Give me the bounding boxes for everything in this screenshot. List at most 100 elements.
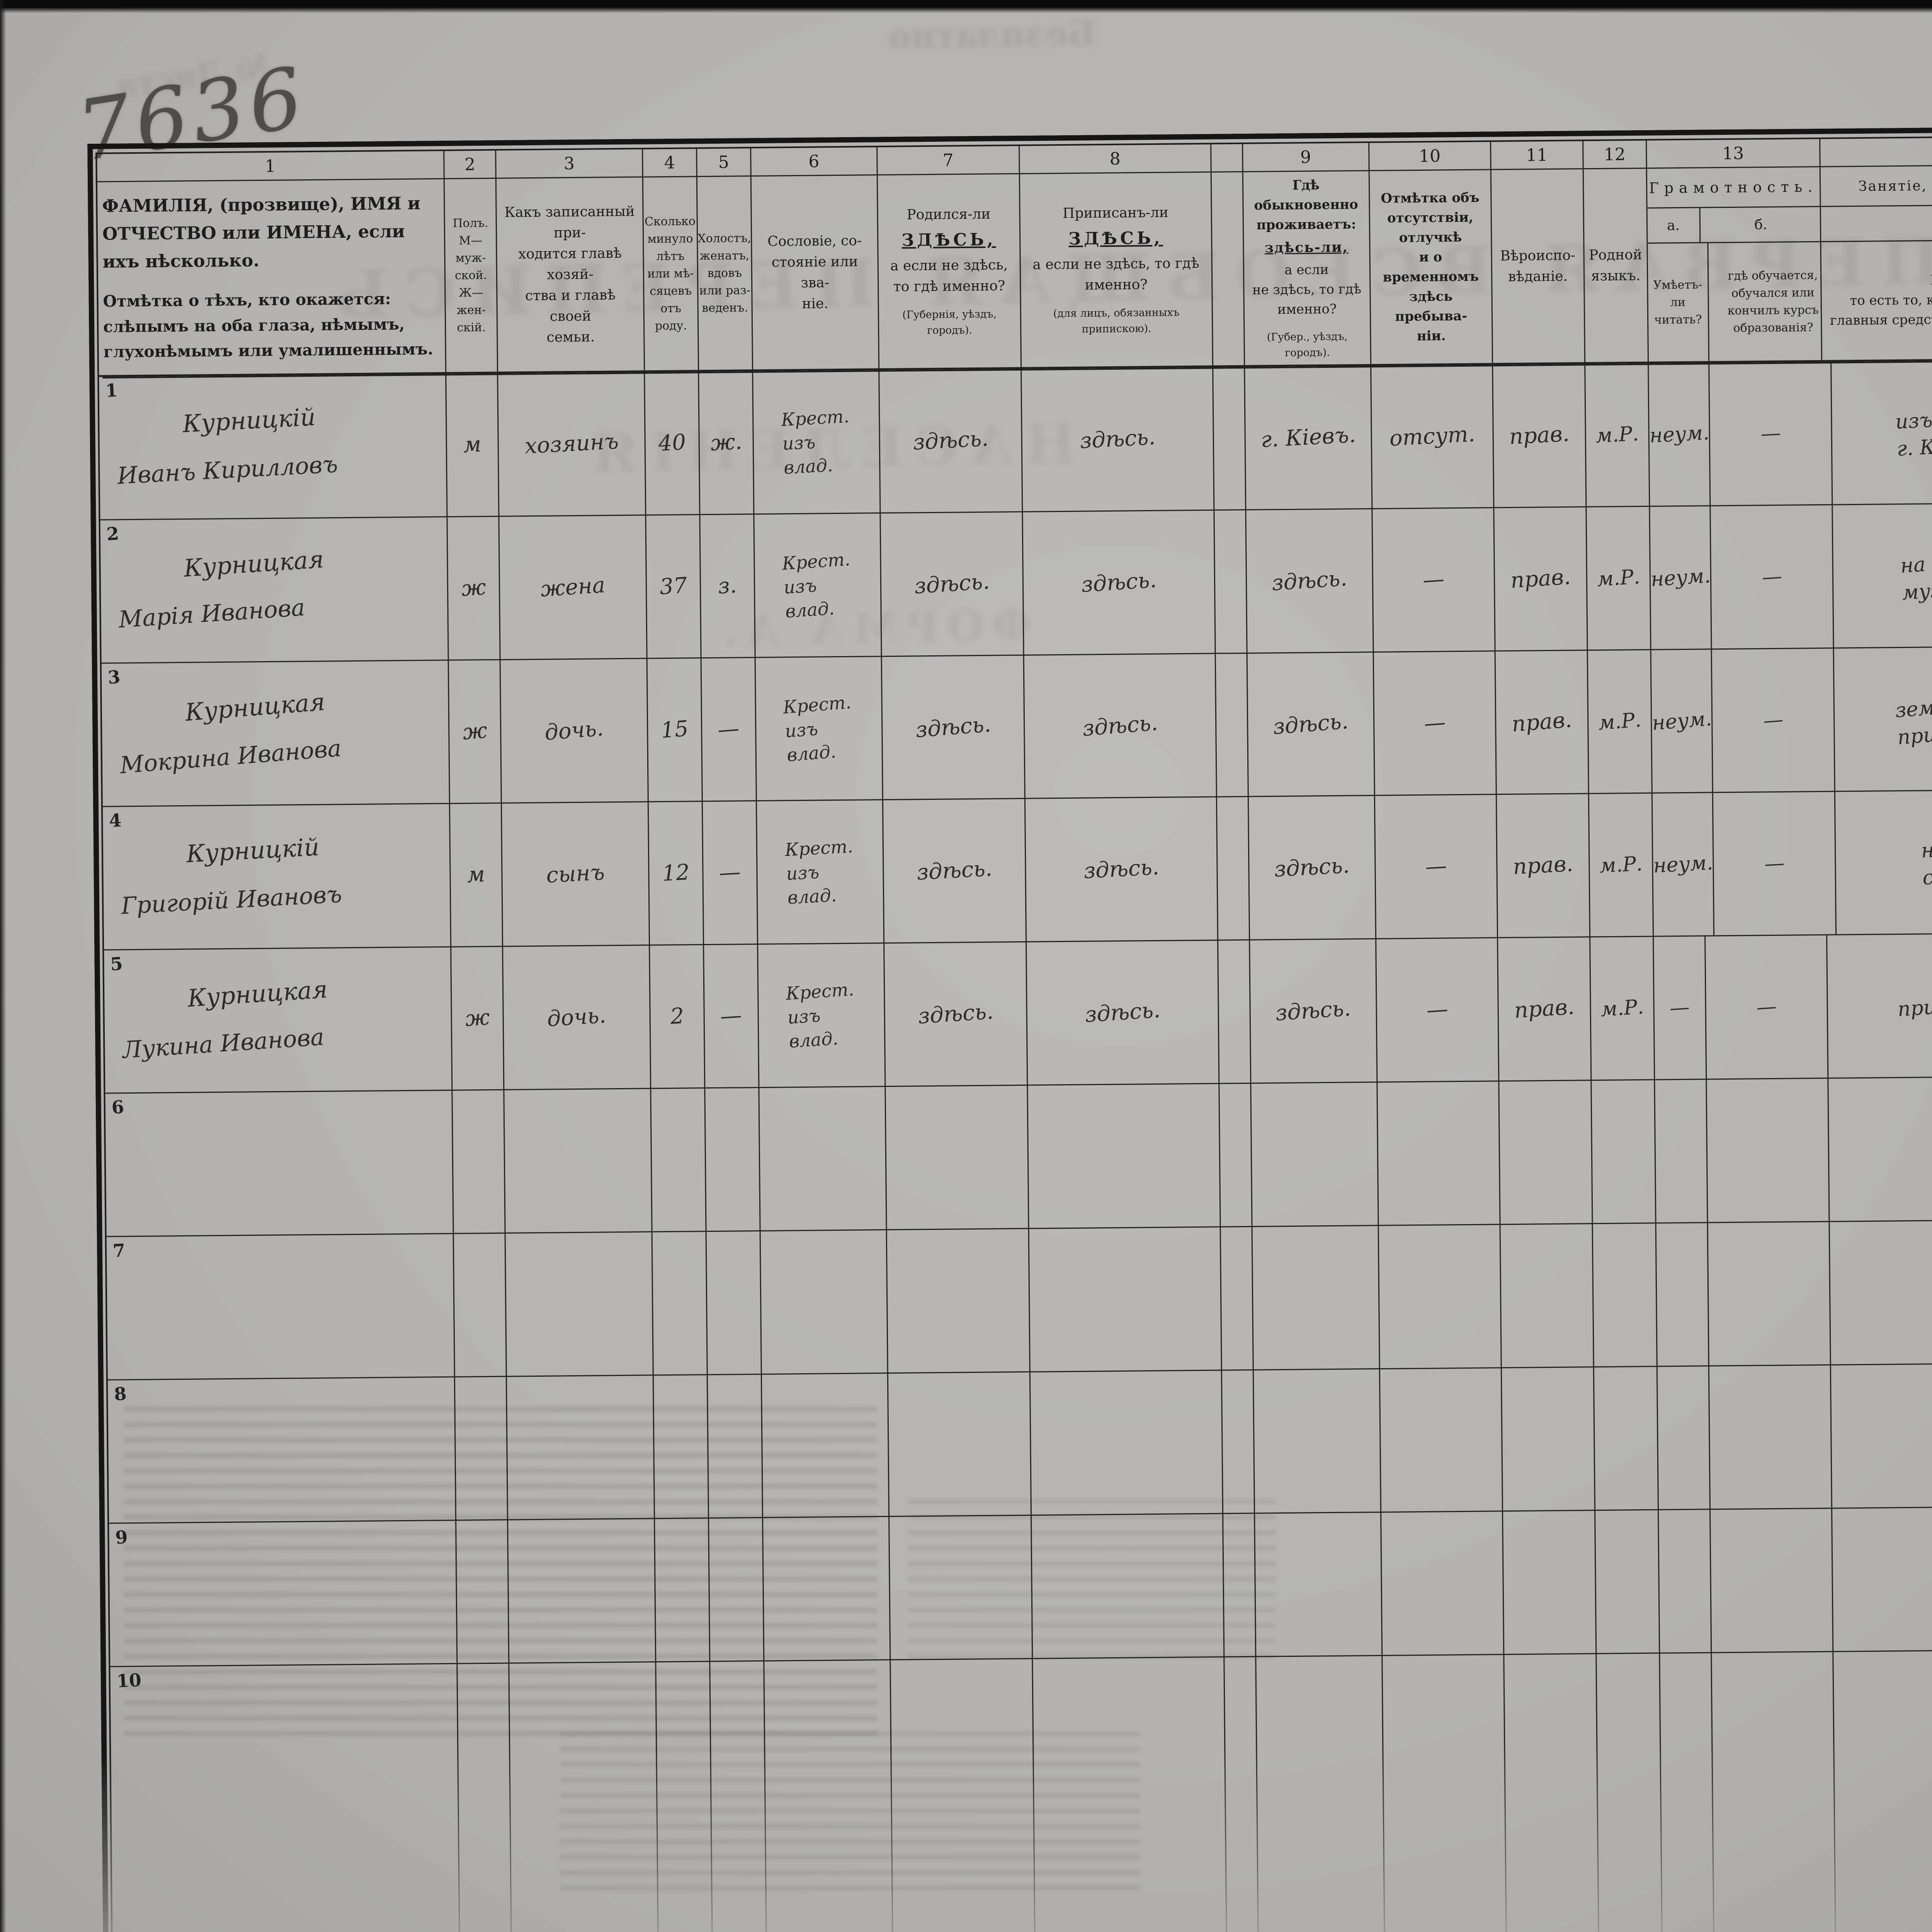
header-text: ФАМИЛІЯ, (прозвище), ИМЯ и ОТЧЕСТВО или …: [102, 193, 421, 272]
cell-marital-status: [709, 1518, 765, 1661]
table-body: 1 Курницкій Иванъ Кирилловъ м хозяинъ 40…: [99, 357, 1932, 1932]
cell-registration: [1029, 1227, 1222, 1371]
cell-relation: [507, 1376, 655, 1519]
table-header: 1 ФАМИЛІЯ, (прозвище), ИМЯ и ОТЧЕСТВО ил…: [97, 134, 1932, 377]
cell-religion: прав.: [1498, 937, 1592, 1081]
bleed-text-block: [908, 1499, 1275, 1665]
table-row: 10 1 2: [110, 1648, 1932, 1932]
header-col-11-religion: 11 Вѣроиспо- вѣданіе.: [1491, 141, 1586, 363]
cell-birthplace: [888, 1372, 1032, 1516]
cell-residence: здѣсь.: [1250, 939, 1378, 1083]
cell-residence: [1256, 1656, 1386, 1932]
header-col-5-marital: 5 Холостъ, женатъ, вдовъ или раз- веденъ…: [697, 148, 753, 370]
cell-native-language: м.Р.: [1587, 507, 1651, 650]
col-number: 4: [643, 149, 696, 178]
bleed-text-block: [124, 1406, 877, 1747]
col-number: 7: [878, 146, 1019, 176]
handwritten-given-name: Иванъ Кирилловъ: [116, 451, 338, 490]
cell-main-occupation: изъ доходовъ г. Кіева.: [1831, 359, 1932, 504]
header-col-6-estate: 6 Сословіе, со- стояніе или зва- ніе.: [751, 147, 880, 369]
cell-birthplace: здѣсь.: [881, 512, 1024, 656]
handwritten-given-name: Мокрина Иванова: [119, 735, 342, 779]
cell-gutter: [1221, 1227, 1254, 1370]
cell-literacy-reads: неум.: [1648, 363, 1711, 506]
cell-name: 8: [107, 1377, 457, 1523]
cell-main-occupation: земледѣлица при матери: [1834, 646, 1932, 791]
cell-religion: [1502, 1367, 1596, 1511]
cell-birthplace: здѣсь.: [884, 942, 1028, 1086]
cell-literacy-reads: [1655, 1080, 1708, 1223]
cell-native-language: м.Р.: [1588, 650, 1653, 793]
cell-main-occupation: [1831, 1363, 1932, 1508]
cell-absence-note: отсут.: [1371, 365, 1495, 509]
table-row: 6 1 2: [105, 1074, 1932, 1237]
cell-sex: ж: [447, 517, 501, 660]
cell-literacy-education: [1712, 1652, 1837, 1932]
cell-age: 15: [647, 658, 703, 801]
cell-literacy-reads: неум.: [1652, 793, 1715, 936]
cell-native-language: м.Р.: [1589, 793, 1654, 937]
header-text: Отмѣтка объ отсутствіи, отлучкѣ и о врем…: [1381, 190, 1480, 344]
cell-name: 9: [109, 1520, 458, 1666]
col-number: 9: [1243, 143, 1369, 172]
col-number: 12: [1583, 140, 1646, 170]
header-text: а если не здѣсь, то гдѣ именно?: [1252, 262, 1362, 318]
cell-marital-status: —: [702, 801, 759, 944]
literacy-group-title: Грамотность.: [1647, 167, 1820, 209]
cell-birthplace: [886, 1085, 1029, 1230]
cell-native-language: [1592, 1080, 1656, 1223]
row-number: 4: [108, 810, 122, 832]
header-col-7-birthplace: 7 Родился-ли ЗДѢСЬ, а если не здѣсь, то …: [878, 146, 1022, 369]
cell-gutter: [1225, 1657, 1259, 1932]
table-row: 5 Курницкая Лукина Иванова ж дочь. 2 — К…: [104, 930, 1932, 1094]
cell-literacy-reads: неум.: [1650, 506, 1713, 649]
cell-age: 12: [648, 802, 704, 945]
cell-birthplace: здѣсь.: [879, 369, 1023, 513]
cell-relation: дочь.: [503, 946, 651, 1089]
cell-name: 5 Курницкая Лукина Иванова: [104, 947, 453, 1093]
cell-residence: [1253, 1369, 1381, 1513]
cell-residence: [1251, 1082, 1379, 1226]
row-number: 9: [114, 1526, 129, 1548]
cell-absence-note: [1377, 1082, 1501, 1225]
cell-native-language: [1593, 1223, 1658, 1367]
col-number: 14: [1820, 134, 1932, 167]
header-text: Приписанъ-ли: [1062, 204, 1169, 221]
occupation-group-title: Занятіе, ремесло, промыселъ, должность и…: [1820, 162, 1932, 207]
cell-main-occupation: [1830, 1219, 1932, 1364]
handwritten-surname: Курницкая: [187, 975, 328, 1013]
table-row: 4 Курницкій Григорій Ивановъ м сынъ 12 —…: [102, 787, 1932, 951]
col-number: 5: [697, 148, 750, 177]
header-col-8-registration: 8 Приписанъ-ли ЗДѢСЬ, а если не здѣсь, т…: [1019, 144, 1214, 367]
cell-marital-status: [706, 1231, 762, 1374]
table-row: 1 Курницкій Иванъ Кирилловъ м хозяинъ 40…: [99, 357, 1932, 520]
handwritten-given-name: Лукина Иванова: [121, 1023, 325, 1064]
cell-relation: [509, 1662, 659, 1932]
cell-absence-note: [1382, 1655, 1507, 1932]
cell-birthplace: здѣсь.: [882, 655, 1026, 799]
header-text: а если не здѣсь, то гдѣ именно?: [1032, 255, 1199, 293]
header-col-10-absence: 10 Отмѣтка объ отсутствіи, отлучкѣ и о в…: [1369, 142, 1493, 364]
col-number: 11: [1491, 141, 1583, 170]
cell-estate: [762, 1374, 889, 1517]
cell-main-occupation: при матери: [1827, 933, 1932, 1078]
header-col-3-relation: 3 Какъ записанный при- ходится главѣ хоз…: [496, 149, 645, 372]
header-text: Сословіе, со- стояніе или зва- ніе.: [767, 233, 862, 312]
cell-relation: дочь.: [501, 659, 649, 803]
scan-edge-top: [0, 0, 1932, 13]
handwritten-given-name: Марія Иванова: [117, 594, 306, 633]
cell-literacy-reads: [1658, 1510, 1712, 1653]
col-number: 8: [1019, 144, 1211, 174]
cell-residence: здѣсь.: [1248, 796, 1376, 939]
row-number: 7: [112, 1240, 126, 1262]
cell-registration: [1031, 1514, 1225, 1658]
cell-main-occupation: [1828, 1076, 1932, 1221]
row-number: 6: [111, 1096, 125, 1118]
bleed-stamp: Безплатно: [888, 13, 1096, 57]
cell-estate: [763, 1517, 891, 1660]
col-number: 6: [751, 147, 877, 177]
header-col-9-residence: 9 Гдѣ обыкновенно проживаетъ: здѣсь-ли, …: [1243, 143, 1371, 365]
cell-estate: [759, 1087, 887, 1230]
cell-registration: здѣсь.: [1023, 510, 1216, 655]
header-text: гдѣ обучается, обучался или кончилъ курс…: [1727, 268, 1819, 335]
